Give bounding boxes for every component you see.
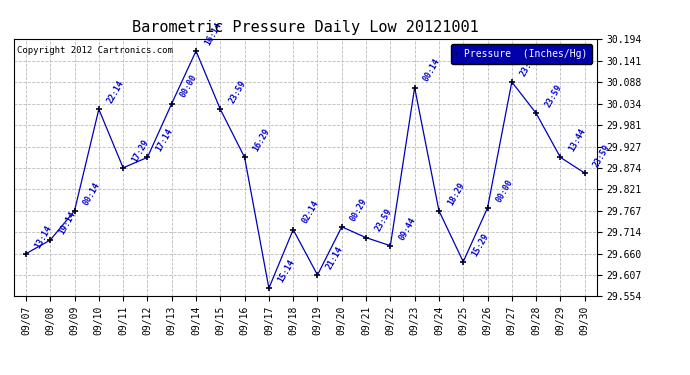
Text: 18:29: 18:29 — [446, 180, 466, 207]
Text: 00:29: 00:29 — [348, 196, 369, 223]
Text: 15:29: 15:29 — [470, 231, 491, 258]
Text: 23:59: 23:59 — [519, 52, 539, 78]
Title: Barometric Pressure Daily Low 20121001: Barometric Pressure Daily Low 20121001 — [132, 20, 479, 35]
Text: 23:59: 23:59 — [227, 79, 248, 105]
Text: 19:14: 19:14 — [57, 210, 77, 236]
Text: 23:59: 23:59 — [373, 207, 393, 234]
Legend: Pressure  (Inches/Hg): Pressure (Inches/Hg) — [451, 44, 592, 64]
Text: 16:14: 16:14 — [203, 21, 224, 47]
Text: 13:44: 13:44 — [567, 127, 588, 153]
Text: 17:29: 17:29 — [130, 138, 150, 164]
Text: 17:14: 17:14 — [155, 127, 175, 153]
Text: 16:29: 16:29 — [252, 127, 272, 153]
Text: 13:14: 13:14 — [33, 224, 53, 249]
Text: 23:59: 23:59 — [591, 143, 612, 169]
Text: Copyright 2012 Cartronics.com: Copyright 2012 Cartronics.com — [17, 46, 172, 55]
Text: 21:14: 21:14 — [324, 244, 345, 271]
Text: 00:00: 00:00 — [495, 178, 515, 204]
Text: 00:14: 00:14 — [81, 180, 101, 207]
Text: 23:59: 23:59 — [543, 83, 563, 109]
Text: 09:44: 09:44 — [397, 215, 417, 242]
Text: 00:14: 00:14 — [422, 57, 442, 83]
Text: 02:14: 02:14 — [300, 199, 320, 225]
Text: 00:00: 00:00 — [179, 73, 199, 99]
Text: 15:14: 15:14 — [276, 258, 296, 284]
Text: 22:14: 22:14 — [106, 79, 126, 105]
